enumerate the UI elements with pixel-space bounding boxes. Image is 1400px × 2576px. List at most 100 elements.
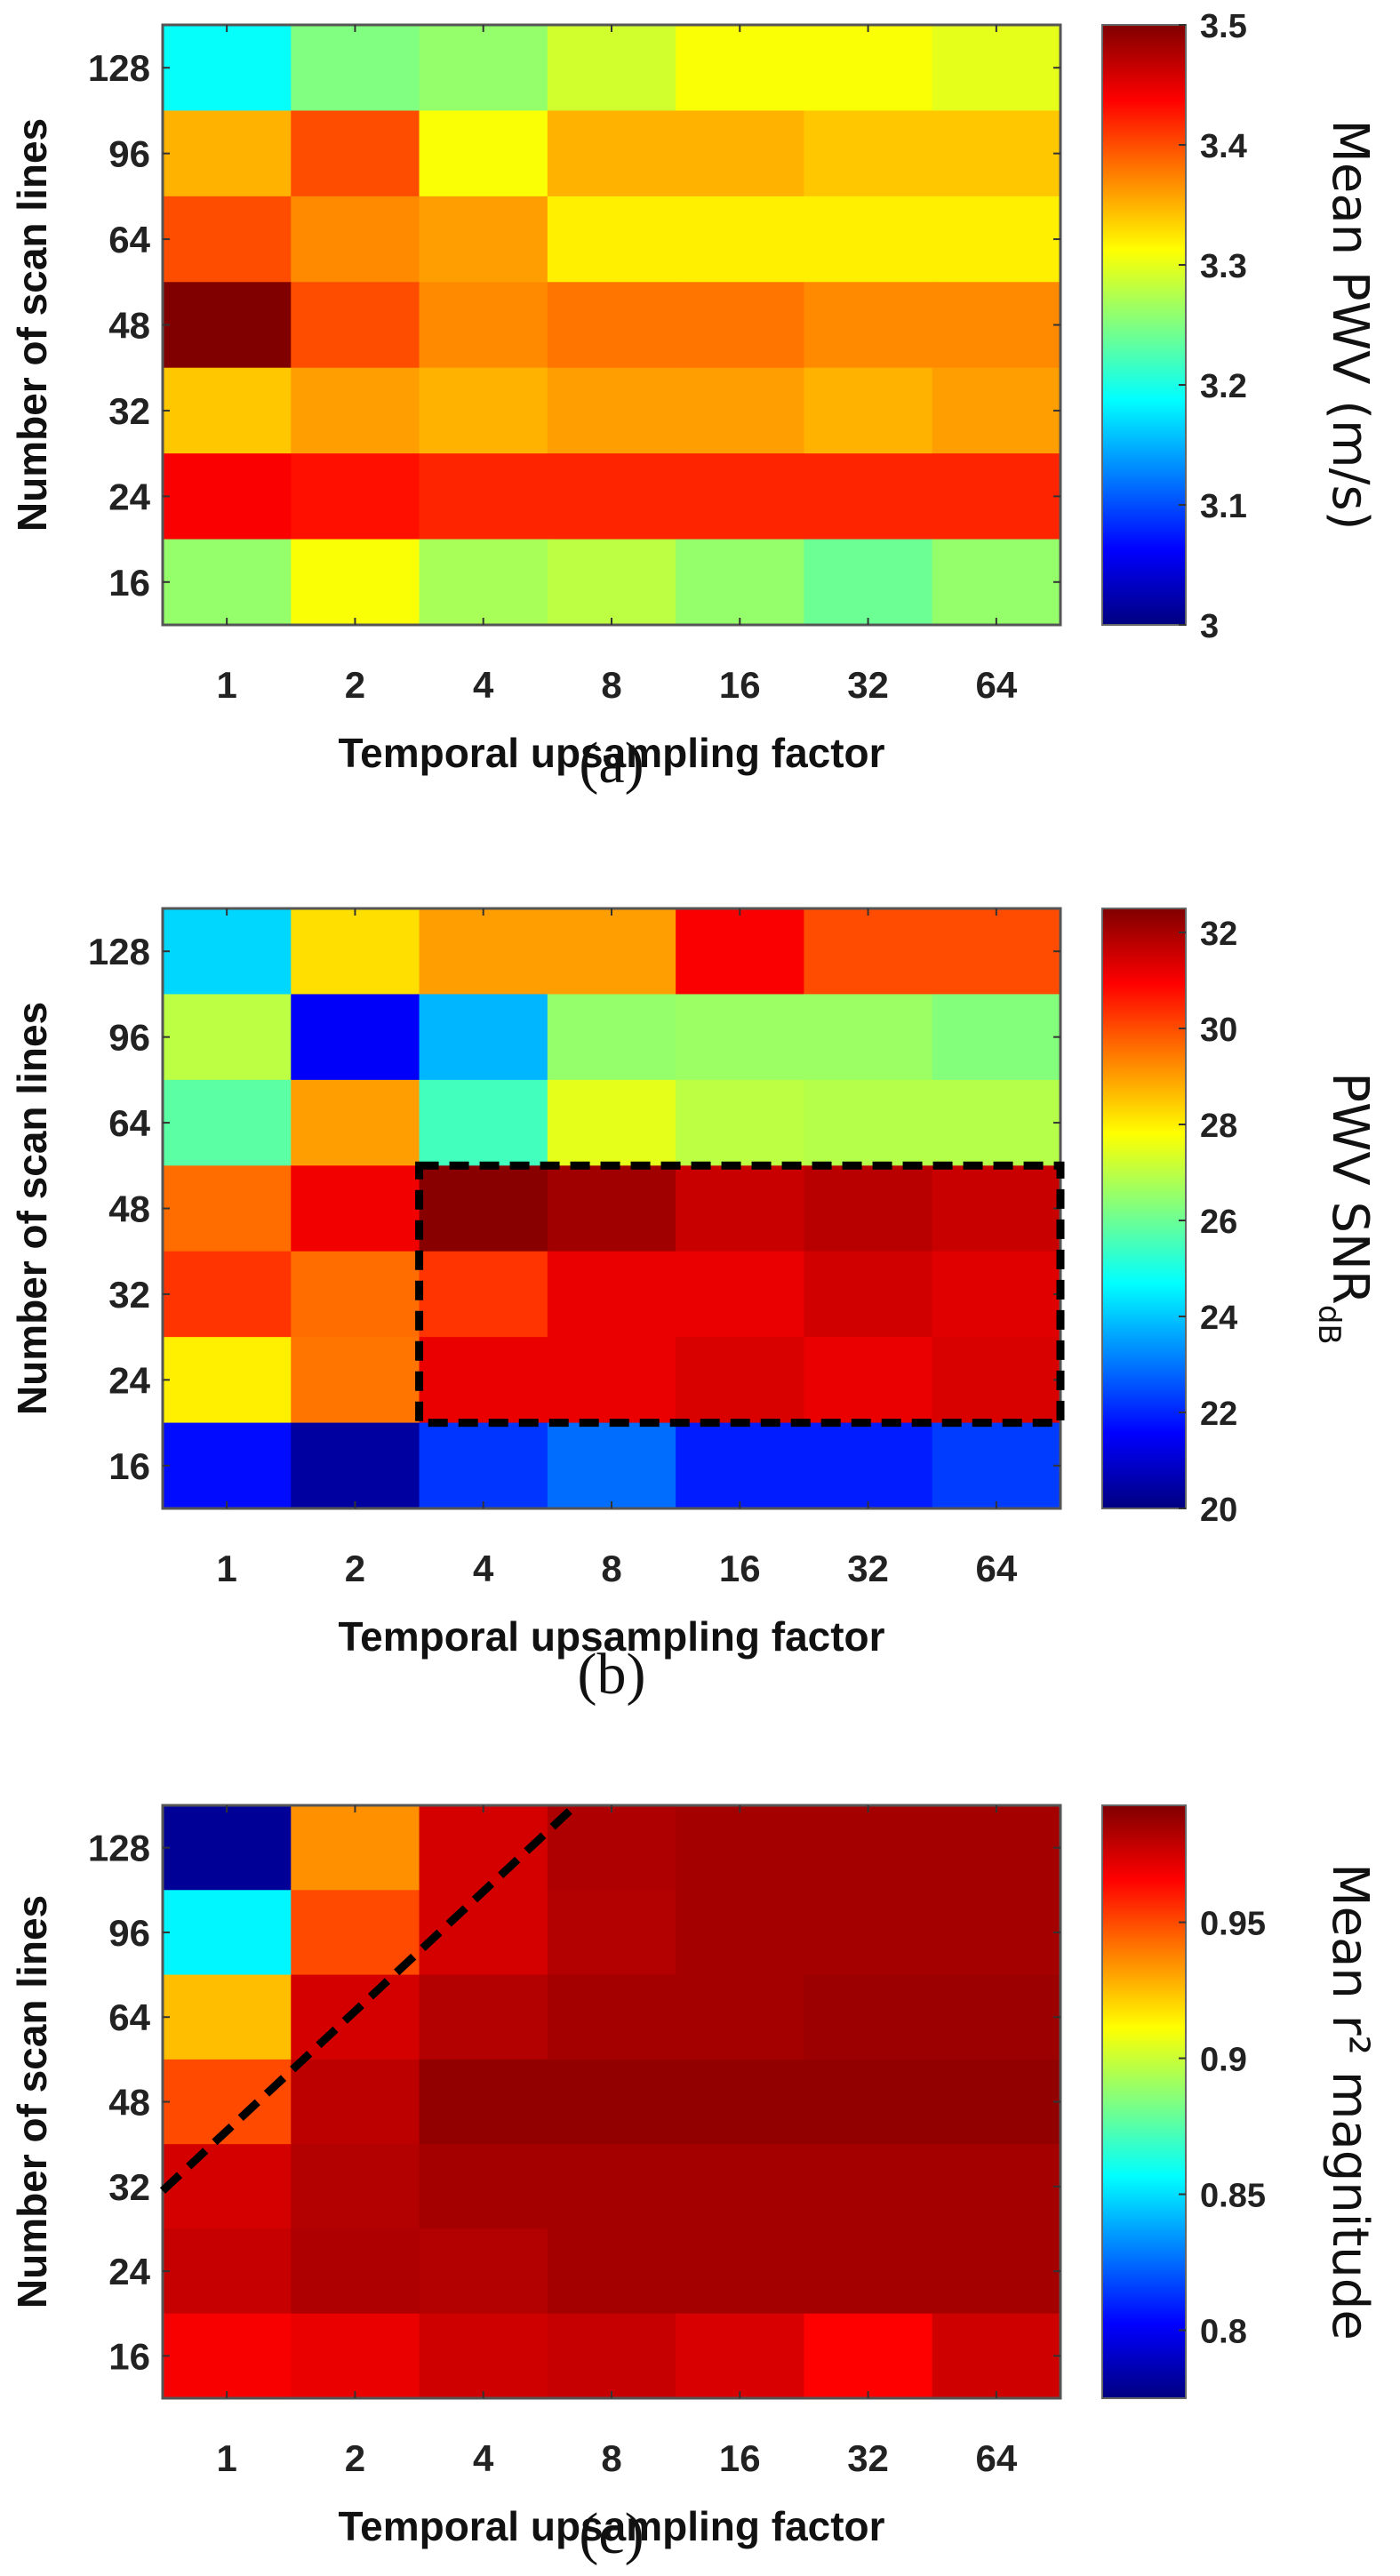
heatmap-cell	[804, 282, 933, 369]
heatmap-cell	[291, 2228, 420, 2315]
panel-label: (b)	[578, 1642, 646, 1707]
heatmap-cell	[419, 1165, 548, 1252]
y-tick-label: 96	[108, 133, 150, 175]
heatmap-cell	[804, 196, 933, 283]
heatmap-cell	[547, 908, 676, 996]
y-tick-label: 128	[88, 1828, 150, 1869]
heatmap-cell	[676, 1079, 805, 1166]
heatmap-cell	[932, 539, 1061, 626]
heatmap-cell	[419, 110, 548, 197]
heatmap-cell	[676, 2313, 805, 2399]
y-tick-label: 96	[108, 1017, 150, 1059]
heatmap-cell	[932, 1165, 1061, 1252]
colorbar-title: PWV SNRdB	[1311, 1072, 1379, 1345]
heatmap-cell	[676, 1974, 805, 2060]
heatmap-cell	[547, 2313, 676, 2399]
heatmap-cell	[676, 539, 805, 626]
colorbar-tick-label: 3.2	[1200, 368, 1247, 405]
y-tick-label: 32	[108, 390, 150, 432]
heatmap-cell	[419, 539, 548, 626]
panel-label: (a)	[579, 731, 644, 796]
heatmap-cells	[163, 908, 1061, 1509]
heatmap-cell	[676, 25, 805, 112]
colorbar-tick-label: 28	[1200, 1108, 1237, 1145]
heatmap-cell	[547, 453, 676, 540]
heatmap-cell	[547, 994, 676, 1081]
heatmap-cell	[547, 1974, 676, 2060]
heatmap-cell	[547, 539, 676, 626]
heatmap-cell	[932, 2059, 1061, 2145]
colorbar-tick-label: 0.8	[1200, 2314, 1247, 2351]
colorbar-title-subscript: dB	[1311, 1305, 1347, 1345]
x-tick-label: 4	[473, 1548, 494, 1589]
heatmap-cell	[419, 2144, 548, 2230]
colorbar-tick-label: 3.3	[1200, 248, 1247, 285]
y-tick-label: 16	[108, 2335, 150, 2377]
colorbar-tick-label: 26	[1200, 1204, 1237, 1241]
colorbar-tick-label: 0.95	[1200, 1906, 1266, 1943]
heatmap-cell	[804, 1337, 933, 1424]
x-tick-label: 64	[975, 2437, 1017, 2479]
y-tick-label: 16	[108, 1445, 150, 1487]
x-tick-label: 4	[473, 2437, 494, 2479]
y-tick-label: 24	[108, 2251, 150, 2292]
colorbar-title-text: PWV SNR	[1321, 1072, 1379, 1305]
heatmap-cell	[291, 282, 420, 369]
heatmap-cell	[932, 1422, 1061, 1509]
heatmap-cell	[547, 1251, 676, 1338]
heatmap-cell	[163, 908, 292, 996]
heatmap-cell	[291, 1251, 420, 1338]
heatmap-cell	[291, 367, 420, 454]
heatmap-cell	[163, 196, 292, 283]
heatmap-cell	[547, 2228, 676, 2315]
colorbar-title-text: Mean r² magnitude	[1321, 1863, 1379, 2340]
y-tick-label: 32	[108, 2166, 150, 2208]
heatmap-cell	[676, 196, 805, 283]
heatmap-cell	[419, 1890, 548, 1976]
heatmap-cell	[291, 1805, 420, 1891]
heatmap-cell	[676, 2144, 805, 2230]
y-axis-label: Number of scan lines	[9, 1895, 55, 2308]
heatmap-cell	[163, 1079, 292, 1166]
x-tick-label: 64	[975, 664, 1017, 706]
heatmap-cell	[932, 908, 1061, 996]
heatmap-cell	[291, 1974, 420, 2060]
heatmap-cell	[163, 1337, 292, 1424]
colorbar-tick-label: 32	[1200, 916, 1237, 953]
heatmap-cell	[163, 2228, 292, 2315]
heatmap-cell	[804, 1805, 933, 1891]
heatmap-cell	[419, 1974, 548, 2060]
heatmap-cell	[676, 2059, 805, 2145]
x-axis-label: Temporal upsampling factor	[338, 1613, 884, 1660]
colorbar-tick-label: 0.85	[1200, 2178, 1266, 2215]
heatmap-cell	[291, 539, 420, 626]
heatmap-cell	[804, 367, 933, 454]
threshold-dashed-line	[159, 1802, 579, 2194]
heatmap-cell	[419, 994, 548, 1081]
heatmap-cell	[419, 196, 548, 283]
colorbar-tick-label: 3.5	[1200, 8, 1247, 45]
y-tick-label: 24	[108, 1359, 150, 1401]
heatmap-cell	[291, 1079, 420, 1166]
heatmap-cell	[804, 1974, 933, 2060]
heatmap-cells	[163, 1805, 1061, 2399]
heatmap-cell	[804, 1890, 933, 1976]
heatmap-cell	[804, 453, 933, 540]
heatmap-cell	[291, 994, 420, 1081]
heatmap-cell	[932, 25, 1061, 112]
heatmap-cell	[419, 1337, 548, 1424]
y-tick-label: 64	[108, 1102, 150, 1144]
heatmap-cell	[932, 196, 1061, 283]
colorbar-tick-label: 0.9	[1200, 2042, 1247, 2079]
heatmap-cell	[419, 2059, 548, 2145]
heatmap-cell	[804, 1251, 933, 1338]
heatmap-cell	[804, 2313, 933, 2399]
heatmap-cell	[676, 1337, 805, 1424]
colorbar	[1101, 908, 1187, 1509]
heatmap-cell	[676, 1251, 805, 1338]
heatmap-cell	[163, 539, 292, 626]
x-tick-label: 2	[345, 2437, 365, 2479]
heatmap-cell	[547, 1079, 676, 1166]
y-axis-label: Number of scan lines	[9, 1002, 55, 1415]
